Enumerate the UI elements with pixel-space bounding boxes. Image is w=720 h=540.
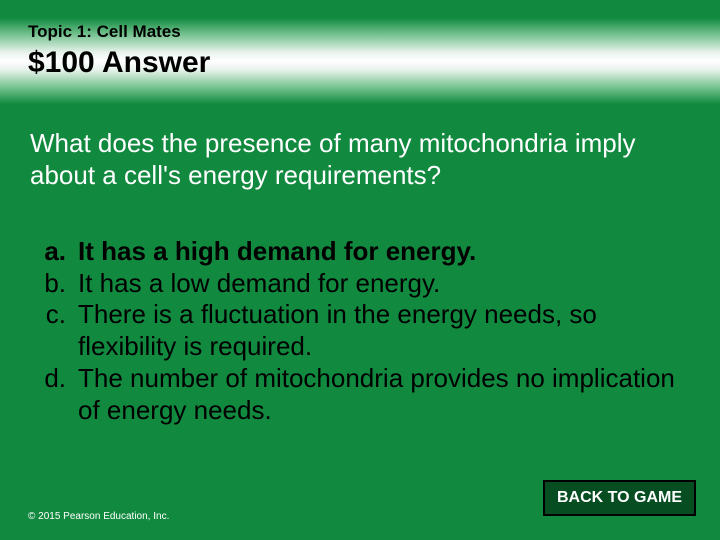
answer-d: d. The number of mitochondria provides n… bbox=[30, 363, 690, 426]
answer-text: It has a high demand for energy. bbox=[78, 236, 690, 268]
answer-text: There is a fluctuation in the energy nee… bbox=[78, 299, 690, 362]
answer-text: It has a low demand for energy. bbox=[78, 268, 690, 300]
answer-letter: b. bbox=[30, 268, 78, 300]
answer-letter: a. bbox=[30, 236, 78, 268]
answer-c: c. There is a fluctuation in the energy … bbox=[30, 299, 690, 362]
slide-title: $100 Answer bbox=[28, 46, 210, 80]
answer-letter: c. bbox=[30, 299, 78, 362]
topic-label: Topic 1: Cell Mates bbox=[28, 22, 181, 42]
question-text: What does the presence of many mitochond… bbox=[30, 128, 690, 191]
slide: Topic 1: Cell Mates $100 Answer What doe… bbox=[0, 0, 720, 540]
answer-a: a. It has a high demand for energy. bbox=[30, 236, 690, 268]
answer-text: The number of mitochondria provides no i… bbox=[78, 363, 690, 426]
answer-letter: d. bbox=[30, 363, 78, 426]
answer-list: a. It has a high demand for energy. b. I… bbox=[30, 236, 690, 426]
answer-b: b. It has a low demand for energy. bbox=[30, 268, 690, 300]
copyright-text: © 2015 Pearson Education, Inc. bbox=[28, 511, 169, 522]
back-to-game-button[interactable]: BACK TO GAME bbox=[543, 480, 696, 516]
